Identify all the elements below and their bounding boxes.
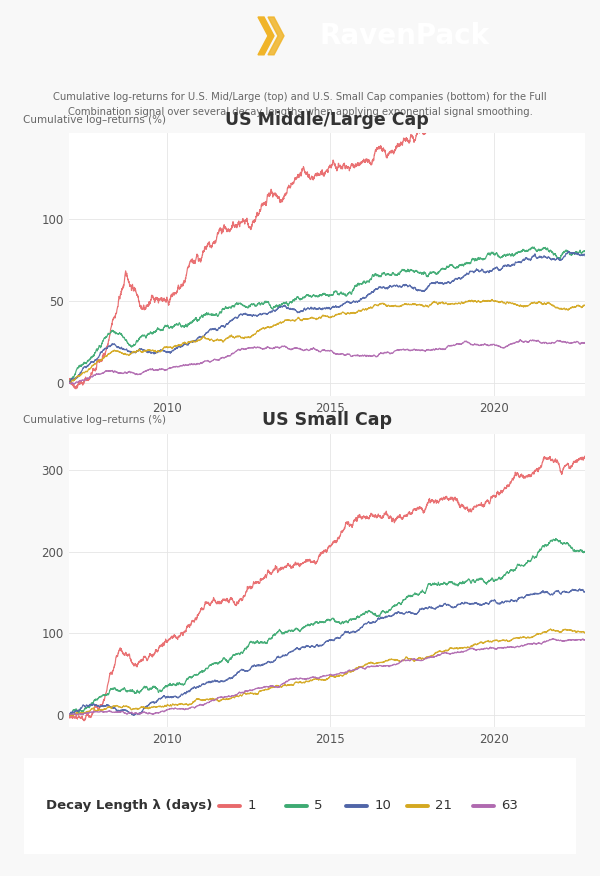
FancyBboxPatch shape [2, 754, 598, 858]
Text: Cumulative log-returns for U.S. Mid/Large (top) and U.S. Small Cap companies (bo: Cumulative log-returns for U.S. Mid/Larg… [53, 92, 547, 117]
Text: RavenPack: RavenPack [320, 22, 490, 50]
Polygon shape [268, 17, 284, 55]
Text: 63: 63 [502, 800, 518, 812]
Text: 5: 5 [314, 800, 322, 812]
Title: US Middle/Large Cap: US Middle/Large Cap [225, 111, 429, 129]
Polygon shape [258, 17, 274, 55]
Text: 21: 21 [435, 800, 452, 812]
Title: US Small Cap: US Small Cap [262, 412, 392, 429]
Text: Cumulative log–returns (%): Cumulative log–returns (%) [23, 116, 166, 125]
Text: 1: 1 [248, 800, 256, 812]
Text: Cumulative log–returns (%): Cumulative log–returns (%) [23, 415, 166, 425]
Text: Decay Length λ (days): Decay Length λ (days) [46, 800, 212, 812]
Text: 10: 10 [374, 800, 391, 812]
